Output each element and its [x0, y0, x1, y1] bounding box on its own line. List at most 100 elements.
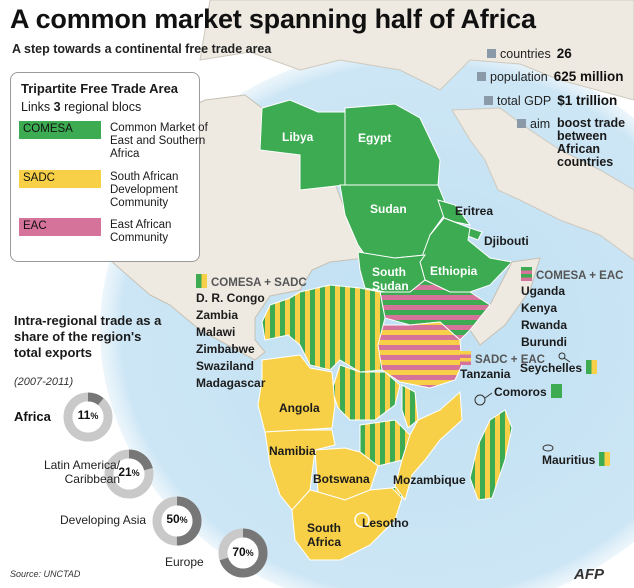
bloc-comesa-eac-head: COMESA + EAC	[521, 267, 623, 282]
label-lesotho: Lesotho	[362, 516, 409, 530]
donut-value-africa: 11%	[63, 408, 113, 422]
country-item: Malawi	[196, 325, 236, 339]
seychelles-pointer	[563, 357, 571, 363]
donut-label-latam: Latin America/ Caribbean	[43, 458, 120, 486]
donut-value-europe: 70%	[218, 545, 268, 559]
donut-value-asia: 50%	[152, 512, 202, 526]
legend-item-comesa: COMESA Common Market of East and Souther…	[19, 121, 208, 160]
country-item: Swaziland	[196, 359, 255, 373]
percent-sign: %	[179, 515, 188, 525]
donut-label-europe: Europe	[165, 555, 204, 569]
country-mozambique	[394, 390, 463, 502]
label-namibia: Namibia	[269, 444, 316, 458]
donut-hole	[161, 505, 193, 537]
legend-links-prefix: Links	[21, 100, 54, 114]
legend-desc-comesa: Common Market of East and Southern Afric…	[110, 122, 208, 160]
percent-sign: %	[131, 468, 140, 478]
label-comoros: Comoros	[494, 384, 566, 401]
afp-logo: AFP	[574, 566, 604, 583]
donut-fill	[63, 392, 113, 442]
label-eritrea: Eritrea	[455, 204, 494, 218]
legend-title: Tripartite Free Trade Area	[21, 81, 179, 96]
country-malawi	[401, 384, 419, 429]
country-eritrea	[437, 199, 472, 226]
stat-marker	[517, 119, 526, 128]
stat-population-label: population	[490, 70, 548, 84]
country-south-africa	[291, 487, 403, 561]
stat-gdp-value: $1 trillion	[557, 93, 618, 108]
label-angola: Angola	[279, 401, 320, 415]
legend-links: Links 3 regional blocs	[21, 100, 141, 114]
region-comesa-eac	[379, 279, 491, 341]
label-libya: Libya	[282, 130, 314, 144]
percent-sign: %	[245, 548, 254, 558]
donut-hole	[72, 401, 104, 433]
label-sudan: Sudan	[370, 202, 407, 216]
page-subtitle: A step towards a continental free trade …	[12, 42, 272, 56]
stat-marker	[487, 49, 496, 58]
comoros-icon	[550, 384, 562, 398]
comoros-marker	[474, 394, 486, 406]
donut-value-latam: 21%	[104, 465, 154, 479]
bloc-comesa-eac-list: Uganda Kenya Rwanda Burundi	[521, 283, 567, 351]
legend-item-eac: EAC East African Community	[19, 218, 197, 244]
donut-label-africa: Africa	[14, 409, 51, 424]
country-item: Madagascar	[196, 376, 266, 390]
bloc-comesa-eac-title: COMESA + EAC	[536, 270, 624, 282]
donut-charts	[63, 392, 268, 578]
mauritius-icon	[599, 452, 611, 466]
donut-fill	[104, 449, 154, 499]
donut-fill	[152, 496, 202, 546]
donut-value-latam-num: 21	[118, 465, 132, 479]
donut-hole	[113, 458, 145, 490]
stat-aim-value: boost trade between African countries	[557, 116, 626, 169]
comesa-swatch: COMESA	[19, 121, 101, 139]
stat-marker	[484, 96, 493, 105]
country-item: Burundi	[521, 335, 567, 349]
bloc-comesa-sadc-head: COMESA + SADC	[196, 274, 307, 289]
seychelles-icon	[586, 360, 598, 374]
stat-countries: countries 26	[487, 46, 572, 61]
trade-period: (2007-2011)	[14, 376, 74, 388]
legend-code-comesa: COMESA	[23, 123, 73, 135]
stat-countries-value: 26	[556, 46, 572, 61]
land-europe	[199, 0, 634, 101]
donut-fill	[218, 528, 268, 578]
legend-item-sadc: SADC South African Development Community	[19, 170, 197, 209]
land-arabia	[451, 107, 634, 261]
bloc-sadc-eac-head: SADC + EAC	[460, 351, 545, 366]
country-item: Rwanda	[521, 318, 568, 332]
donut-value-europe-num: 70	[232, 545, 246, 559]
label-botswana: Botswana	[313, 472, 370, 486]
country-item: Zimbabwe	[196, 342, 255, 356]
mauritius-marker	[542, 444, 554, 452]
country-angola	[257, 354, 336, 433]
label-djibouti: Djibouti	[484, 234, 529, 248]
legend-links-num: 3	[53, 100, 61, 114]
legend-desc-sadc: South African Development Community	[110, 171, 179, 209]
eac-swatch: EAC	[19, 218, 101, 236]
bloc-sadc-eac-title: SADC + EAC	[475, 354, 545, 366]
percent-sign: %	[90, 411, 99, 421]
stat-gdp-label: total GDP	[497, 94, 552, 108]
country-dr-congo	[261, 284, 386, 373]
trade-heading: Intra-regional trade as a share of the r…	[14, 313, 162, 360]
legend-code-sadc: SADC	[23, 172, 55, 184]
label-south-africa-2: Africa	[307, 535, 342, 549]
comoros-text: Comoros	[494, 385, 547, 399]
country-item: D. R. Congo	[196, 291, 265, 305]
label-egypt: Egypt	[358, 131, 392, 145]
seychelles-text: Seychelles	[520, 361, 583, 375]
country-zambia	[331, 364, 401, 421]
comesa-eac-icon	[521, 267, 532, 281]
stat-gdp: total GDP $1 trillion	[484, 93, 617, 108]
sadc-eac-icon	[460, 351, 471, 365]
donut-value-asia-num: 50	[166, 512, 180, 526]
seychelles-marker	[558, 352, 566, 360]
stat-countries-label: countries	[500, 47, 551, 61]
stat-aim-label: aim	[530, 117, 551, 131]
mauritius-text: Mauritius	[542, 453, 596, 467]
comesa-sadc-icon	[196, 274, 207, 288]
country-item: Kenya	[521, 301, 558, 315]
